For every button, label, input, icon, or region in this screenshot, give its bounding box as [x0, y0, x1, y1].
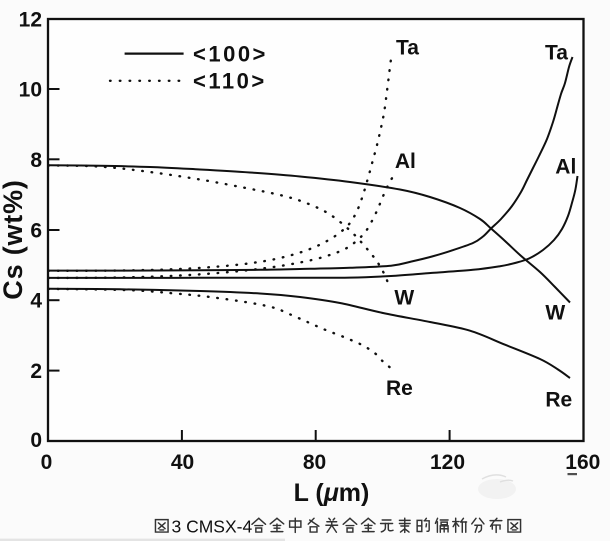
svg-text:8: 8 — [30, 149, 42, 172]
svg-text:10: 10 — [19, 79, 42, 102]
svg-text:0: 0 — [41, 451, 53, 474]
svg-text:40: 40 — [171, 451, 194, 474]
svg-text:<110>: <110> — [193, 68, 267, 93]
svg-text:W: W — [394, 287, 414, 310]
svg-text:4: 4 — [30, 290, 42, 313]
svg-text:0: 0 — [30, 429, 42, 452]
svg-text:Al: Al — [395, 150, 416, 173]
svg-text:Ta: Ta — [396, 37, 419, 60]
svg-text:<100>: <100> — [193, 42, 268, 67]
svg-text:Cs (wt%): Cs (wt%) — [0, 179, 28, 299]
svg-text:W: W — [545, 302, 565, 325]
svg-text:L (μm): L (μm) — [294, 479, 370, 507]
svg-text:Re: Re — [386, 377, 413, 400]
svg-text:80: 80 — [303, 451, 326, 474]
svg-text:Ta: Ta — [545, 42, 568, 65]
svg-text:6: 6 — [30, 220, 42, 243]
svg-text:120: 120 — [430, 451, 465, 474]
svg-text:Al: Al — [555, 156, 576, 179]
svg-text:3 CMSX-4: 3 CMSX-4 — [172, 517, 253, 537]
svg-text:Re: Re — [545, 389, 572, 412]
svg-text:2: 2 — [30, 360, 42, 383]
svg-text:12: 12 — [19, 9, 42, 32]
svg-text:160: 160 — [565, 451, 600, 474]
